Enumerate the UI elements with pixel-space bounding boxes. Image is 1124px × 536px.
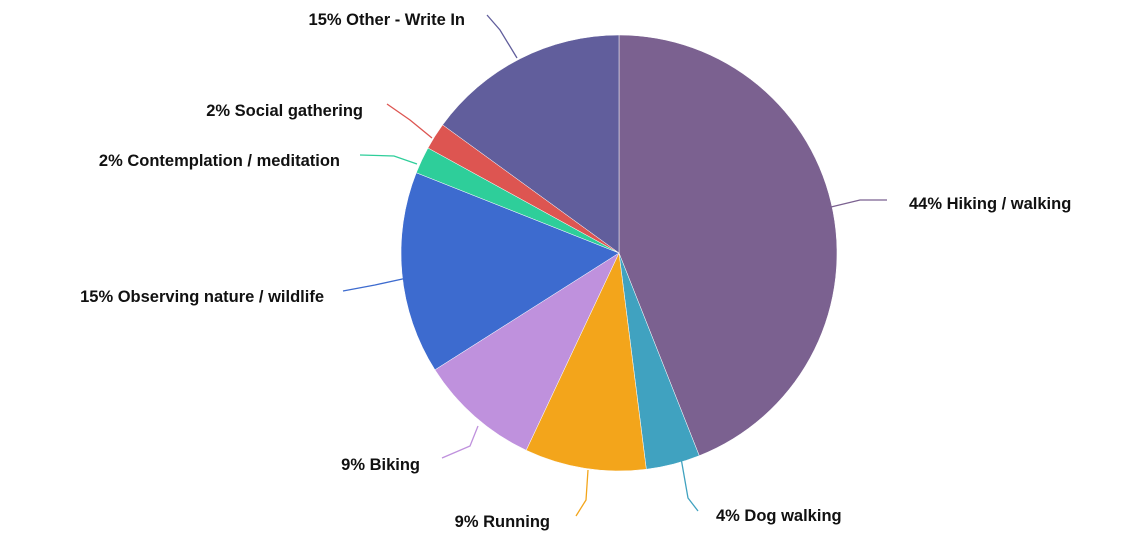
- leader-line: [441, 425, 479, 459]
- slice-label: 44% Hiking / walking: [909, 195, 1071, 213]
- pie-slice: [618, 34, 838, 457]
- leader-line: [342, 277, 408, 292]
- pie-slices: [400, 34, 838, 472]
- slice-labels: 44% Hiking / walking 4% Dog walking 9% Run…: [80, 11, 1071, 531]
- pie-slice: [442, 34, 620, 254]
- slice-label: 2% Contemplation / meditation: [99, 152, 340, 170]
- slice-label: 15% Observing nature / wildlife: [80, 288, 324, 306]
- pie-slice: [400, 172, 620, 371]
- leader-line: [680, 457, 699, 512]
- leader-lines: [342, 14, 887, 517]
- pie-slice: [434, 252, 620, 451]
- slice-label: 15% Other - Write In: [309, 11, 465, 29]
- slice-label: 9% Running: [455, 513, 550, 531]
- pie-slice: [525, 252, 647, 472]
- leader-line: [830, 199, 887, 208]
- leader-line: [359, 154, 418, 165]
- leader-line: [486, 14, 518, 59]
- slice-label: 2% Social gathering: [206, 102, 363, 120]
- slice-label: 9% Biking: [341, 456, 420, 474]
- slice-label: 4% Dog walking: [716, 507, 842, 525]
- leader-line: [386, 103, 433, 139]
- leader-line: [575, 469, 589, 517]
